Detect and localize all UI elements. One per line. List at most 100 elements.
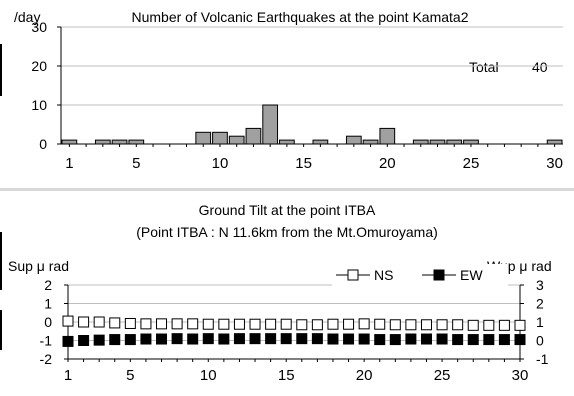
x-tick-label: 25 xyxy=(434,367,451,384)
total-value: 40 xyxy=(532,59,548,75)
ew-point xyxy=(171,333,183,345)
bar xyxy=(128,139,145,145)
bar xyxy=(312,139,329,145)
legend: NS EW xyxy=(332,264,508,286)
ns-point xyxy=(78,316,90,328)
ew-point xyxy=(265,333,277,345)
ns-point xyxy=(202,318,214,330)
ew-point xyxy=(62,335,74,347)
y2-tick-label: 1 xyxy=(536,314,544,330)
bar xyxy=(429,139,446,145)
ns-point xyxy=(140,318,152,330)
legend-label: EW xyxy=(460,267,483,283)
legend-marker xyxy=(347,269,359,281)
y2-tick-label: 2 xyxy=(536,296,544,312)
x-tick-label: 5 xyxy=(126,367,134,384)
ns-point xyxy=(62,315,74,327)
ew-point xyxy=(233,333,245,345)
ns-point xyxy=(514,319,526,331)
bar xyxy=(379,127,396,145)
y-tick-label: 0 xyxy=(39,136,47,152)
ns-point xyxy=(296,319,308,331)
edge-marker xyxy=(0,232,2,290)
ew-point xyxy=(327,333,339,345)
bar xyxy=(546,139,563,145)
y2-tick-label: -1 xyxy=(536,351,549,367)
ew-point xyxy=(156,333,168,345)
ns-point xyxy=(187,318,199,330)
y2-tick-label: 0 xyxy=(536,333,544,349)
x-tick-label: 10 xyxy=(212,155,229,172)
y-tick-label: 2 xyxy=(44,277,52,293)
earthquake-bar-chart: Number of Volcanic Earthquakes at the po… xyxy=(14,9,563,172)
ew-point xyxy=(218,333,230,345)
tilt-scatter-chart: Ground Tilt at the point ITBA (Point ITB… xyxy=(8,202,552,384)
ns-point xyxy=(436,319,448,331)
bar xyxy=(195,131,212,145)
legend-marker xyxy=(433,269,445,281)
bar xyxy=(463,139,479,145)
chart-title: Ground Tilt at the point ITBA xyxy=(199,202,376,218)
y-tick-label: 20 xyxy=(31,58,47,74)
y-tick-label: 30 xyxy=(31,19,47,35)
x-tick-label: 1 xyxy=(65,155,73,172)
x-tick-label: 10 xyxy=(200,367,217,384)
bar xyxy=(245,127,262,145)
ew-point xyxy=(420,333,432,345)
ns-point xyxy=(171,318,183,330)
ew-point xyxy=(93,334,105,346)
ew-point xyxy=(358,333,370,345)
ns-point xyxy=(109,317,121,329)
ns-point xyxy=(405,319,417,331)
ns-point xyxy=(93,316,105,328)
chart-title: Number of Volcanic Earthquakes at the po… xyxy=(132,9,469,25)
ns-point xyxy=(311,319,323,331)
bar xyxy=(61,139,78,145)
bar xyxy=(345,135,362,145)
ew-point xyxy=(124,334,136,346)
y-tick-label: -1 xyxy=(40,333,53,349)
ns-point xyxy=(218,318,230,330)
ns-point xyxy=(467,319,479,331)
legend-box xyxy=(332,264,508,286)
ns-point xyxy=(389,319,401,331)
legend-label: NS xyxy=(374,267,393,283)
ns-point xyxy=(498,319,510,331)
earthquake-chart-panel: Number of Volcanic Earthquakes at the po… xyxy=(0,0,574,189)
bar xyxy=(111,139,128,145)
y-tick-label: 10 xyxy=(31,97,47,113)
bar xyxy=(228,135,245,145)
ew-point xyxy=(280,333,292,345)
ns-point xyxy=(265,318,277,330)
ew-point xyxy=(78,335,90,346)
ew-point xyxy=(296,333,308,345)
chart-subtitle: (Point ITBA : N 11.6km from the Mt.Omuro… xyxy=(136,224,438,240)
bar xyxy=(94,139,111,145)
edge-marker xyxy=(0,310,2,350)
ew-point xyxy=(311,333,323,345)
y2-tick-label: 3 xyxy=(536,277,544,293)
bar xyxy=(446,139,463,145)
ew-point xyxy=(343,333,355,345)
x-tick-label: 20 xyxy=(356,367,373,384)
ew-point xyxy=(202,333,214,345)
x-tick-label: 15 xyxy=(295,155,312,172)
ns-point xyxy=(249,318,261,330)
ew-point xyxy=(467,334,479,346)
y-tick-label: 1 xyxy=(44,296,52,312)
bar xyxy=(262,104,279,145)
ew-point xyxy=(452,334,464,346)
ew-point xyxy=(249,333,261,345)
ns-point xyxy=(233,318,245,330)
left-axis-label: Sup μ rad xyxy=(8,258,69,274)
edge-marker xyxy=(0,44,2,96)
x-tick-label: 25 xyxy=(463,155,480,172)
bar xyxy=(362,139,379,145)
ew-point xyxy=(140,333,152,345)
y-axis-unit-label: /day xyxy=(14,9,40,25)
ns-point xyxy=(358,318,370,330)
ew-point xyxy=(483,334,495,346)
x-tick-label: 5 xyxy=(132,155,140,172)
panel-divider xyxy=(0,188,574,191)
ew-point xyxy=(374,334,386,346)
